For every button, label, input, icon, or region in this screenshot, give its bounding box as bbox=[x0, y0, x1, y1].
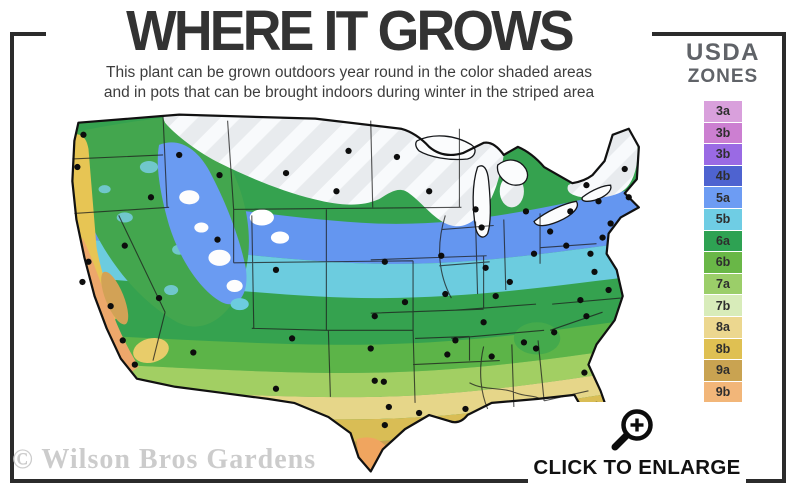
city-dot bbox=[583, 182, 590, 189]
city-dot bbox=[581, 369, 588, 376]
city-dot bbox=[547, 228, 554, 235]
zone-swatch-6a: 6a bbox=[704, 230, 742, 252]
city-dot bbox=[401, 298, 409, 306]
city-dot bbox=[80, 131, 87, 138]
city-dot bbox=[577, 296, 584, 304]
city-dot bbox=[567, 208, 574, 215]
city-dot bbox=[214, 236, 221, 243]
usda-zones-legend: USDA ZONES 3a3b3b4b5a5b6a6b7a7b8a8b9a9b1… bbox=[660, 40, 786, 447]
city-dot bbox=[345, 147, 352, 155]
zone-swatch-6b: 6b bbox=[704, 252, 742, 273]
usda-zone-map[interactable] bbox=[28, 96, 658, 480]
city-dot bbox=[482, 264, 489, 271]
magnifier-plus-icon bbox=[611, 409, 653, 451]
city-dot bbox=[147, 194, 155, 201]
legend-title-zones: ZONES bbox=[687, 66, 759, 87]
city-dot bbox=[426, 188, 433, 195]
city-dot bbox=[288, 335, 296, 342]
city-dot bbox=[452, 337, 459, 344]
city-dot bbox=[595, 198, 602, 205]
city-dot bbox=[605, 286, 612, 294]
city-dot bbox=[333, 188, 340, 195]
city-dot bbox=[462, 405, 469, 413]
city-dot bbox=[591, 268, 598, 275]
city-dot bbox=[599, 234, 606, 241]
zone-swatch-3a: 3a bbox=[704, 101, 742, 122]
zone-swatch-5a: 5a bbox=[704, 187, 742, 208]
city-dot bbox=[488, 353, 495, 360]
city-dot bbox=[381, 258, 388, 265]
subtitle-line-2: and in pots that can be brought indoors … bbox=[103, 84, 595, 101]
zone-swatch-7a: 7a bbox=[704, 273, 742, 295]
city-dot bbox=[583, 313, 590, 320]
zone-swatch-3b: 3b bbox=[704, 122, 742, 144]
city-dot bbox=[563, 242, 570, 249]
city-dot bbox=[393, 153, 401, 161]
city-dot bbox=[380, 378, 387, 385]
zone-swatch-column: 3a3b3b4b5a5b6a6b7a7b8a8b9a9b10a10b bbox=[660, 101, 786, 447]
watermark: © Wilson Bros Gardens bbox=[12, 444, 317, 475]
city-dot bbox=[532, 345, 540, 352]
city-dot bbox=[472, 206, 479, 213]
city-dot bbox=[371, 377, 378, 384]
city-dot bbox=[371, 313, 378, 320]
click-to-enlarge[interactable]: CLICK TO ENLARGE bbox=[528, 402, 746, 494]
city-dot bbox=[478, 224, 485, 231]
city-dot bbox=[155, 294, 163, 302]
city-dot bbox=[385, 403, 392, 411]
city-dot bbox=[74, 163, 81, 171]
city-dot bbox=[272, 385, 280, 392]
city-dot bbox=[480, 319, 487, 326]
state-borders bbox=[72, 116, 621, 410]
city-dot bbox=[131, 361, 138, 368]
page-title: WHERE IT GROWS bbox=[126, 0, 575, 63]
city-dot bbox=[176, 151, 183, 159]
legend-title-usda: USDA bbox=[685, 39, 760, 66]
enlarge-label: CLICK TO ENLARGE bbox=[533, 456, 741, 479]
zone-swatch-9a: 9a bbox=[704, 360, 742, 381]
city-dot bbox=[442, 290, 449, 298]
city-dot bbox=[530, 250, 538, 257]
city-dot bbox=[444, 351, 451, 358]
city-dot bbox=[79, 278, 86, 286]
zone-swatch-8a: 8a bbox=[704, 316, 742, 338]
city-dot bbox=[282, 169, 290, 177]
zone-swatch-4b: 4b bbox=[704, 165, 742, 187]
zone-swatch-5b: 5b bbox=[704, 208, 742, 230]
zone-swatch-7b: 7b bbox=[704, 295, 742, 316]
city-dot bbox=[587, 250, 594, 257]
zone-swatch-9b: 9b bbox=[704, 381, 742, 403]
zone-swatch-3b: 3b bbox=[704, 144, 742, 165]
city-dot bbox=[492, 292, 499, 300]
header: WHERE IT GROWS This plant can be grown o… bbox=[46, 0, 652, 101]
city-dot bbox=[607, 220, 614, 227]
subtitle-line-1: This plant can be grown outdoors year ro… bbox=[106, 64, 592, 81]
city-dot bbox=[190, 349, 197, 356]
city-dot bbox=[621, 165, 628, 173]
city-dot bbox=[381, 421, 388, 429]
city-dot bbox=[121, 242, 128, 249]
city-dot bbox=[506, 278, 513, 286]
city-dot bbox=[625, 194, 632, 201]
city-dot bbox=[367, 345, 374, 352]
city-dot bbox=[438, 252, 445, 259]
city-dot bbox=[522, 208, 530, 215]
city-dot bbox=[85, 258, 92, 265]
city-dot bbox=[119, 337, 126, 344]
city-dot bbox=[520, 339, 528, 346]
zone-swatch-8b: 8b bbox=[704, 338, 742, 360]
city-dot bbox=[551, 329, 558, 336]
us-outline bbox=[71, 113, 640, 473]
city-dot bbox=[272, 266, 280, 273]
city-dot bbox=[216, 171, 223, 179]
city-dot bbox=[107, 303, 114, 310]
city-dot bbox=[415, 409, 423, 417]
